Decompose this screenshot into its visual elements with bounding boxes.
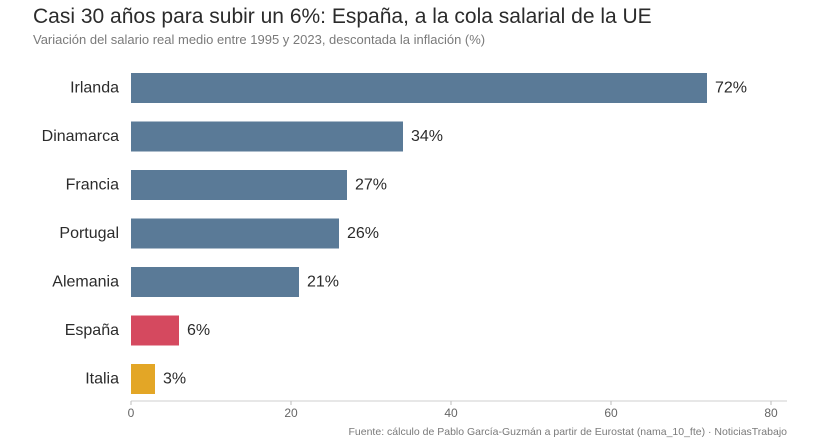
bar — [131, 170, 347, 200]
category-label: Irlanda — [70, 80, 119, 97]
bar — [131, 73, 707, 103]
value-label: 3% — [163, 371, 186, 388]
bar — [131, 121, 403, 152]
bar — [131, 267, 299, 297]
value-label: 21% — [307, 274, 339, 291]
x-tick-label: 0 — [128, 406, 135, 420]
value-label: 6% — [187, 322, 210, 339]
bar — [131, 364, 155, 394]
category-label: Italia — [85, 371, 119, 388]
category-label: Portugal — [59, 225, 119, 242]
value-label: 26% — [347, 225, 379, 242]
category-label: España — [65, 322, 119, 339]
x-tick-label: 60 — [604, 406, 618, 420]
category-label: Dinamarca — [42, 128, 119, 145]
chart-title: Casi 30 años para subir un 6%: España, a… — [33, 5, 652, 28]
x-tick-label: 40 — [444, 406, 458, 420]
chart-subtitle: Variación del salario real medio entre 1… — [33, 32, 486, 47]
source-note: Fuente: cálculo de Pablo García-Guzmán a… — [348, 426, 788, 438]
category-label: Francia — [66, 177, 119, 194]
value-label: 27% — [355, 177, 387, 194]
value-label: 72% — [715, 80, 747, 97]
x-tick-label: 80 — [764, 406, 778, 420]
bar — [131, 218, 339, 249]
x-tick-label: 20 — [284, 406, 298, 420]
bar — [131, 315, 179, 346]
category-label: Alemania — [52, 274, 119, 291]
value-label: 34% — [411, 128, 443, 145]
